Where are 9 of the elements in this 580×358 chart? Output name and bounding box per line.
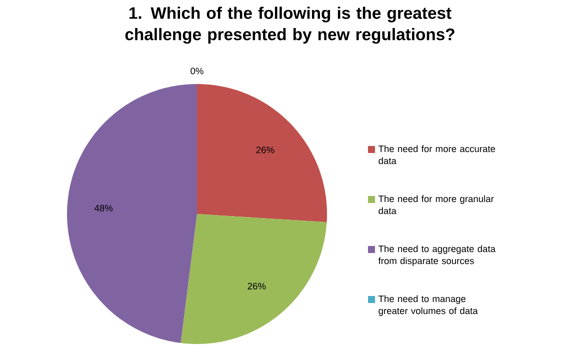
data-label: 48% [94, 204, 113, 212]
data-label: 26% [256, 146, 274, 154]
legend-label: The need to manage greater volumes of data [378, 295, 478, 316]
legend-label: The need for more accurate data [378, 145, 496, 164]
text: 0% [190, 68, 204, 74]
legend-label: The need for more granular data [378, 195, 494, 214]
data-label: 26% [248, 282, 266, 290]
legend-label: The need to aggregate data from disparate sources [378, 245, 496, 266]
chart-title: 1. Which of the following is the greatest challenge presented by new regulations? [125, 6, 454, 44]
